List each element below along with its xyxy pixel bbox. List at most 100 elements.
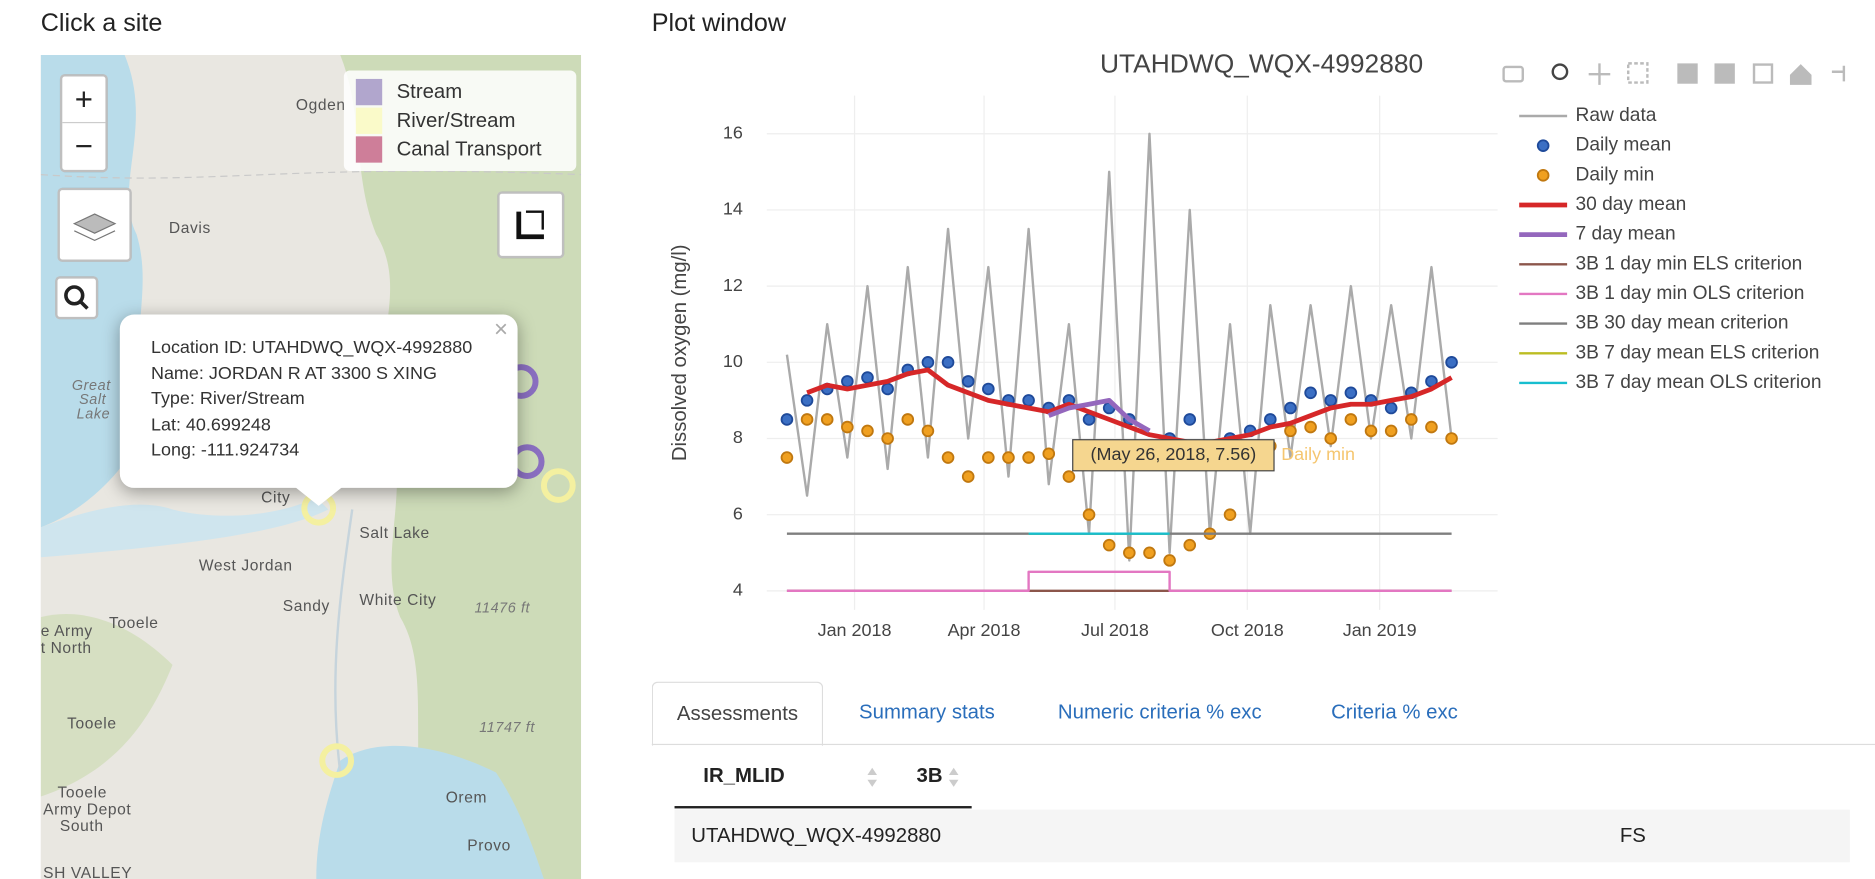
data-point bbox=[1304, 386, 1317, 400]
zoom-out-icon[interactable] bbox=[1714, 63, 1735, 84]
data-point bbox=[820, 413, 834, 426]
place-label: Army Depot bbox=[43, 800, 132, 818]
place-label: Salt bbox=[79, 391, 107, 408]
data-point bbox=[1284, 424, 1297, 438]
reset-icon[interactable] bbox=[1789, 64, 1812, 85]
y-tick-label: 12 bbox=[723, 275, 743, 295]
data-point bbox=[1082, 508, 1096, 521]
popup-line: Type: River/Stream bbox=[150, 388, 305, 409]
place-label: t North bbox=[40, 638, 92, 657]
measure-button[interactable] bbox=[497, 191, 565, 259]
spike-icon[interactable] bbox=[1831, 65, 1846, 82]
sort-icons bbox=[867, 767, 959, 787]
table-row bbox=[674, 809, 1850, 863]
layers-button[interactable] bbox=[57, 187, 132, 262]
place-label: Great bbox=[71, 376, 111, 394]
zoom-icon[interactable] bbox=[1551, 63, 1569, 81]
legend-label: 3B 1 day min OLS criterion bbox=[1576, 283, 1805, 304]
place-label: Tooele bbox=[109, 613, 159, 632]
y-tick-label: 8 bbox=[733, 427, 743, 447]
x-tick-label: Jan 2018 bbox=[818, 620, 892, 640]
popup-line: Lat: 40.699248 bbox=[150, 414, 271, 435]
data-point bbox=[941, 451, 955, 464]
camera-icon[interactable] bbox=[1502, 65, 1524, 83]
series-line bbox=[785, 132, 1453, 562]
data-point bbox=[982, 382, 995, 396]
legend-label: 3B 7 day mean OLS criterion bbox=[1576, 372, 1822, 393]
tab[interactable]: Criteria % exc bbox=[1331, 700, 1458, 724]
search-icon bbox=[64, 285, 89, 310]
data-point bbox=[921, 424, 935, 438]
place-label: Tooele bbox=[57, 783, 108, 802]
data-point bbox=[1264, 413, 1277, 426]
column-header[interactable]: 3B bbox=[916, 764, 943, 787]
data-point bbox=[841, 375, 854, 388]
select-icon[interactable] bbox=[1627, 62, 1649, 84]
column-header[interactable]: IR_MLID bbox=[703, 764, 785, 787]
legend-swatch bbox=[355, 78, 383, 106]
tab-divider bbox=[651, 743, 1875, 746]
zoom-in-icon[interactable] bbox=[1677, 63, 1698, 84]
zoom-out-button[interactable]: − bbox=[74, 127, 93, 164]
legend-swatch bbox=[355, 136, 383, 163]
legend-label: Stream bbox=[396, 80, 463, 103]
legend-label: 30 day mean bbox=[1576, 194, 1687, 215]
popup-close[interactable]: × bbox=[493, 316, 508, 344]
place-label: 11476 ft bbox=[474, 599, 531, 616]
search-button[interactable] bbox=[55, 276, 99, 320]
data-point bbox=[1324, 432, 1338, 445]
place-label: Orem bbox=[445, 788, 488, 807]
place-label: 11747 ft bbox=[479, 718, 535, 736]
data-point bbox=[1123, 546, 1136, 560]
data-point bbox=[1304, 420, 1317, 434]
series-line bbox=[786, 570, 1452, 593]
legend-marker bbox=[1536, 169, 1550, 182]
y-tick-label: 16 bbox=[723, 123, 743, 143]
data-point bbox=[1425, 420, 1438, 434]
data-point bbox=[1445, 356, 1458, 369]
data-point bbox=[961, 470, 975, 483]
zoom-in-button[interactable]: + bbox=[62, 77, 106, 124]
data-point bbox=[1143, 546, 1156, 560]
header-rule bbox=[674, 806, 972, 809]
place-label: Provo bbox=[467, 835, 511, 854]
pan-icon[interactable] bbox=[1588, 63, 1611, 85]
data-point bbox=[1344, 386, 1358, 400]
data-point bbox=[800, 394, 814, 407]
legend-item: Canal Transport bbox=[355, 135, 576, 164]
map[interactable]: Ogden Davis Great Salt Lake City Salt La… bbox=[40, 55, 582, 879]
place-label: South bbox=[59, 816, 104, 835]
data-point bbox=[1102, 538, 1116, 552]
legend-marker bbox=[1536, 139, 1550, 152]
place-label: White City bbox=[359, 590, 437, 609]
y-tick-label: 14 bbox=[723, 199, 743, 219]
tab[interactable]: Numeric criteria % exc bbox=[1057, 700, 1262, 724]
popup-line: Name: JORDAN R AT 3300 S XING bbox=[150, 362, 437, 384]
place-label: e Army bbox=[40, 621, 93, 640]
data-point bbox=[881, 432, 894, 445]
data-point bbox=[780, 451, 794, 464]
legend-item: River/Stream bbox=[355, 106, 576, 135]
data-point bbox=[1022, 451, 1035, 464]
y-tick-label: 4 bbox=[733, 580, 743, 600]
data-point bbox=[1183, 538, 1197, 552]
popup: × Location ID: UTAHDWQ_WQX-4992880 Name: … bbox=[119, 314, 518, 488]
data-point bbox=[1364, 424, 1378, 438]
tab[interactable]: Assessments bbox=[651, 681, 824, 747]
series-line bbox=[806, 367, 1453, 445]
place-label: Ogden bbox=[295, 95, 346, 114]
legend-label: Raw data bbox=[1576, 105, 1657, 126]
data-point bbox=[941, 356, 955, 369]
map-legend: Stream River/Stream Canal Transport bbox=[343, 70, 577, 172]
data-point bbox=[1163, 554, 1176, 567]
plot: UTAHDWQ_WQX-4992880 Dissolved oxygen (mg… bbox=[669, 49, 1846, 640]
tooltip-box bbox=[1072, 439, 1275, 472]
data-point bbox=[1022, 394, 1035, 407]
data-point bbox=[901, 413, 915, 426]
zoom-control: + − bbox=[59, 74, 108, 173]
autoscale-icon[interactable] bbox=[1752, 63, 1774, 84]
plot-window-title: Plot window bbox=[651, 9, 787, 38]
left-title: Click a site bbox=[40, 9, 163, 38]
tab[interactable]: Summary stats bbox=[859, 700, 995, 724]
